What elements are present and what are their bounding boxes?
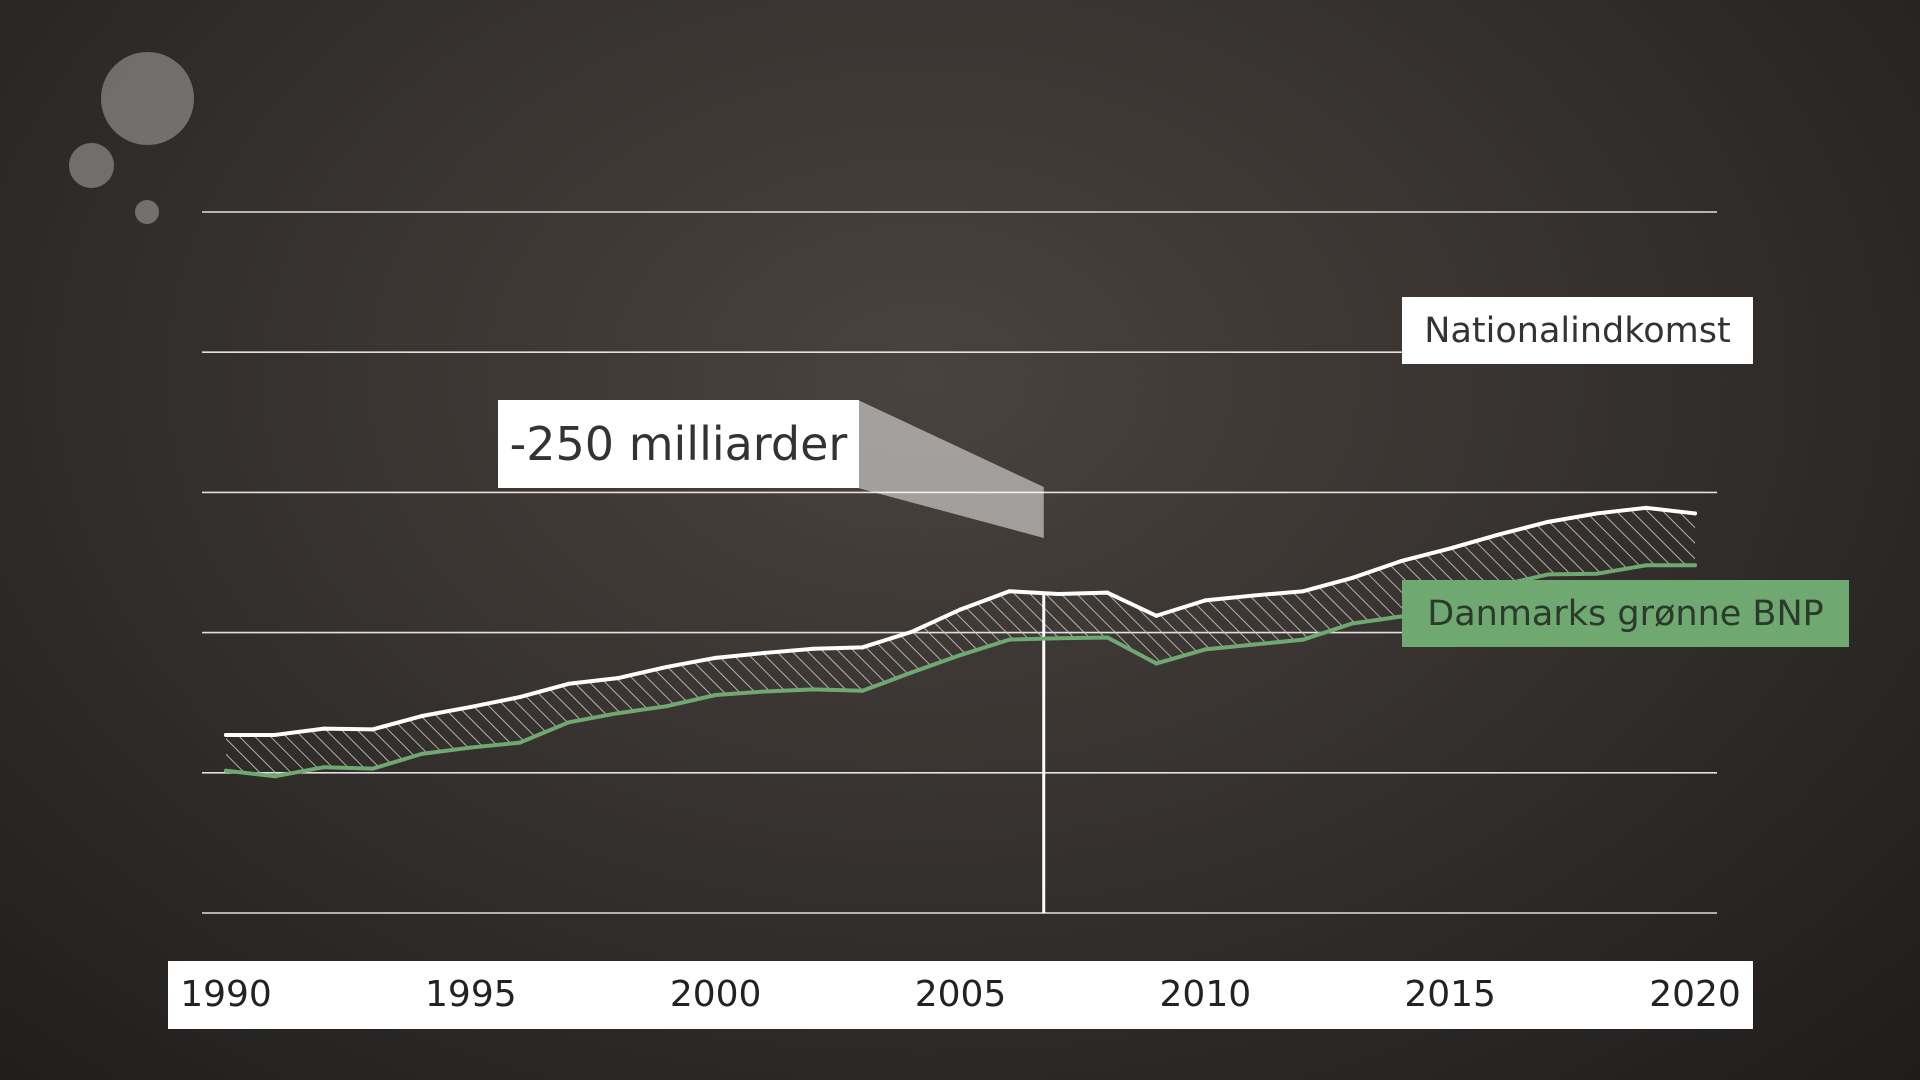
- data-point: [370, 766, 375, 771]
- data-point: [321, 765, 326, 770]
- data-point: [468, 704, 473, 709]
- data-point: [1546, 572, 1551, 577]
- data-point: [419, 751, 424, 756]
- data-point: [468, 745, 473, 750]
- data-point: [1399, 559, 1404, 564]
- data-point: [615, 711, 620, 716]
- data-point: [1595, 511, 1600, 516]
- data-point: [1644, 563, 1649, 568]
- data-point: [615, 676, 620, 681]
- callout-label: -250 milliarder: [498, 400, 859, 488]
- x-tick-label: 1990: [180, 974, 272, 1015]
- data-point: [1644, 505, 1649, 510]
- data-point: [1105, 635, 1110, 640]
- data-point: [1007, 589, 1012, 594]
- decor-bubble-small: [135, 200, 159, 224]
- data-point: [909, 670, 914, 675]
- decor-bubble-large: [101, 52, 194, 145]
- decor-bubble-medium: [69, 143, 114, 188]
- data-point: [1007, 637, 1012, 642]
- data-point: [1595, 571, 1600, 576]
- data-point: [762, 650, 767, 655]
- data-point: [713, 692, 718, 697]
- data-point: [1693, 563, 1697, 568]
- data-point: [664, 704, 669, 709]
- data-point: [1252, 593, 1257, 598]
- data-point: [762, 689, 767, 694]
- data-point: [1301, 589, 1306, 594]
- data-point: [1154, 661, 1159, 666]
- data-point: [1497, 532, 1502, 537]
- x-tick-label: 2000: [669, 974, 762, 1015]
- x-tick-label: 2020: [1649, 974, 1741, 1015]
- data-point: [272, 732, 277, 737]
- data-point: [517, 695, 522, 700]
- data-point: [958, 653, 963, 658]
- data-point: [958, 607, 963, 612]
- data-point: [566, 681, 571, 686]
- data-point: [860, 688, 865, 693]
- data-point: [811, 646, 816, 651]
- data-point: [1693, 511, 1697, 516]
- data-point: [860, 645, 865, 650]
- data-point: [1203, 647, 1208, 652]
- data-point: [1056, 592, 1061, 597]
- data-point: [370, 727, 375, 732]
- data-point: [1252, 642, 1257, 647]
- data-point: [566, 720, 571, 725]
- data-point: [1448, 546, 1453, 551]
- data-point: [1056, 636, 1061, 641]
- difference-band: [226, 507, 1695, 777]
- data-point: [1105, 590, 1110, 595]
- data-point: [909, 629, 914, 634]
- callout-wedge: [858, 400, 1044, 538]
- data-point: [1546, 519, 1551, 524]
- data-point: [1154, 613, 1159, 618]
- data-point: [811, 687, 816, 692]
- data-point: [321, 726, 326, 731]
- data-point: [1203, 598, 1208, 603]
- data-point: [1350, 575, 1355, 580]
- x-tick-label: 1995: [425, 974, 517, 1015]
- data-point: [224, 768, 228, 773]
- legend-label-nationalindkomst: Nationalindkomst: [1402, 297, 1753, 364]
- data-point: [419, 714, 424, 719]
- data-point: [1301, 637, 1306, 642]
- legend-label-groen-bnp: Danmarks grønne BNP: [1402, 580, 1849, 647]
- x-tick-label: 2010: [1159, 974, 1252, 1015]
- data-point: [517, 740, 522, 745]
- x-tick-label: 2005: [914, 974, 1007, 1015]
- data-point: [224, 732, 228, 737]
- x-axis-bar: 1990 1995 2000 2005 2010 2015 2020: [168, 961, 1753, 1029]
- data-point: [272, 774, 277, 779]
- data-point: [1350, 621, 1355, 626]
- data-point: [713, 655, 718, 660]
- x-tick-label: 2015: [1404, 974, 1496, 1015]
- data-point: [664, 664, 669, 669]
